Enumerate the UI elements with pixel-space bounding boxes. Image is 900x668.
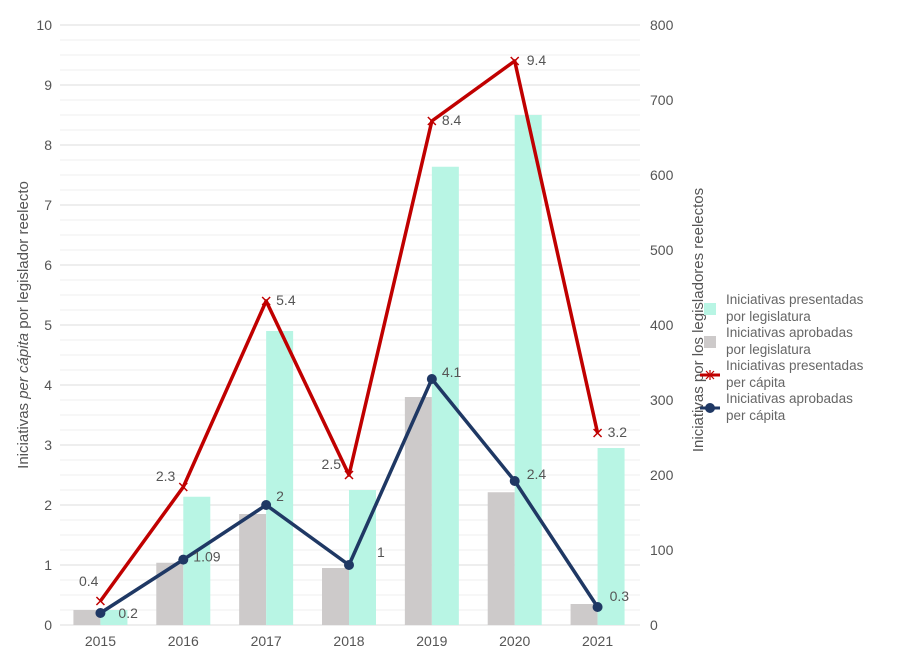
y-left-tick-label: 7: [44, 197, 52, 213]
legend: Iniciativas presentadas por legislatura …: [700, 292, 864, 424]
legend-swatch: [704, 336, 716, 348]
y-right-tick-label: 400: [650, 317, 674, 333]
data-label-presentadas: 2.5: [322, 456, 342, 472]
y-right-axis-title: Iniciativas por los legisladores reelect…: [690, 188, 707, 452]
y-right-tick-label: 200: [650, 467, 674, 483]
legend-item-presentadas-percapita[interactable]: Iniciativas presentadas per cápita: [700, 358, 864, 391]
y-right-tick-label: 500: [650, 242, 674, 258]
y-left-tick-label: 5: [44, 317, 52, 333]
bar-aprobadas-legislatura: [73, 610, 101, 625]
y-left-tick-label: 0: [44, 617, 52, 633]
legend-circle-marker-icon: [700, 403, 720, 413]
legend-label: per cápita: [726, 374, 786, 390]
bar-presentadas-legislatura: [597, 448, 625, 625]
legend-label: por legislatura: [726, 308, 811, 324]
data-label-aprobadas: 2: [276, 488, 284, 504]
y-left-tick-label: 6: [44, 257, 52, 273]
bar-presentadas-legislatura: [514, 115, 542, 625]
legend-item-presentadas-legislatura[interactable]: Iniciativas presentadas por legislatura: [704, 292, 863, 325]
data-label-aprobadas: 4.1: [442, 364, 462, 380]
legend-label: Iniciativas presentadas: [726, 292, 864, 307]
y-left-tick-label: 2: [44, 497, 52, 513]
data-label-aprobadas: 1.09: [193, 549, 220, 565]
data-label-aprobadas: 0.2: [118, 605, 138, 621]
x-marker: [261, 296, 271, 306]
y-right-tick-label: 0: [650, 617, 658, 633]
data-label-aprobadas: 2.4: [527, 466, 547, 482]
x-marker: [427, 116, 437, 126]
data-label-presentadas: 0.4: [79, 573, 99, 589]
y-right-tick-label: 700: [650, 92, 674, 108]
x-marker: [593, 428, 603, 438]
x-tick-label: 2020: [499, 633, 530, 649]
circle-marker: [261, 500, 272, 510]
circle-marker: [178, 554, 189, 565]
legend-item-aprobadas-legislatura[interactable]: Iniciativas aprobadas por legislatura: [704, 325, 863, 358]
bar-aprobadas-legislatura: [239, 514, 267, 625]
y-right-tick-label: 800: [650, 17, 674, 33]
legend-item-aprobadas-percapita[interactable]: Iniciativas aprobadas per cápita: [700, 391, 863, 424]
data-label-aprobadas: 0.3: [610, 588, 630, 604]
legend-label: Iniciativas aprobadas: [726, 325, 853, 340]
data-label-presentadas: 5.4: [276, 292, 296, 308]
y-right-tick-label: 600: [650, 167, 674, 183]
legend-label: Iniciativas aprobadas: [726, 391, 853, 406]
legend-label: por legislatura: [726, 341, 811, 357]
x-tick-label: 2019: [416, 633, 447, 649]
x-tick-label: 2018: [333, 633, 364, 649]
y-left-tick-label: 1: [44, 557, 52, 573]
x-tick-label: 2016: [168, 633, 199, 649]
y-left-tick-label: 3: [44, 437, 52, 453]
bar-aprobadas-legislatura: [404, 397, 432, 625]
data-label-presentadas: 8.4: [442, 112, 462, 128]
y-left-axis-title: Iniciativas per cápita por legislador re…: [15, 181, 32, 469]
circle-marker: [426, 374, 437, 384]
circle-marker: [344, 560, 354, 570]
circle-marker: [95, 608, 106, 618]
data-label-presentadas: 3.2: [608, 424, 628, 440]
x-marker: [178, 482, 188, 492]
legend-label: per cápita: [726, 407, 786, 423]
x-tick-label: 2017: [251, 633, 282, 649]
y-left-tick-label: 9: [44, 77, 52, 93]
x-marker: [95, 596, 105, 606]
data-label-aprobadas: 1: [377, 544, 385, 560]
legend-swatch: [704, 303, 716, 315]
x-tick-label: 2015: [85, 633, 116, 649]
circle-marker: [509, 476, 520, 486]
y-left-tick-label: 4: [44, 377, 52, 393]
legend-label: Iniciativas presentadas: [726, 358, 864, 373]
x-marker: [344, 470, 354, 480]
bar-presentadas-legislatura: [266, 331, 294, 625]
legend-x-marker-icon: [700, 370, 720, 380]
circle-marker: [592, 602, 603, 612]
data-label-presentadas: 9.4: [527, 52, 547, 68]
y-right-tick-label: 100: [650, 542, 674, 558]
bar-aprobadas-legislatura: [322, 568, 349, 625]
x-marker: [510, 56, 520, 66]
y-left-tick-label: 10: [36, 17, 52, 33]
y-right-tick-label: 300: [650, 392, 674, 408]
bar-aprobadas-legislatura: [570, 604, 598, 625]
bar-aprobadas-legislatura: [156, 562, 184, 625]
bar-presentadas-legislatura: [100, 610, 128, 625]
y-left-tick-label: 8: [44, 137, 52, 153]
data-label-presentadas: 2.3: [156, 468, 176, 484]
bar-aprobadas-legislatura: [487, 492, 515, 625]
x-tick-label: 2021: [582, 633, 613, 649]
